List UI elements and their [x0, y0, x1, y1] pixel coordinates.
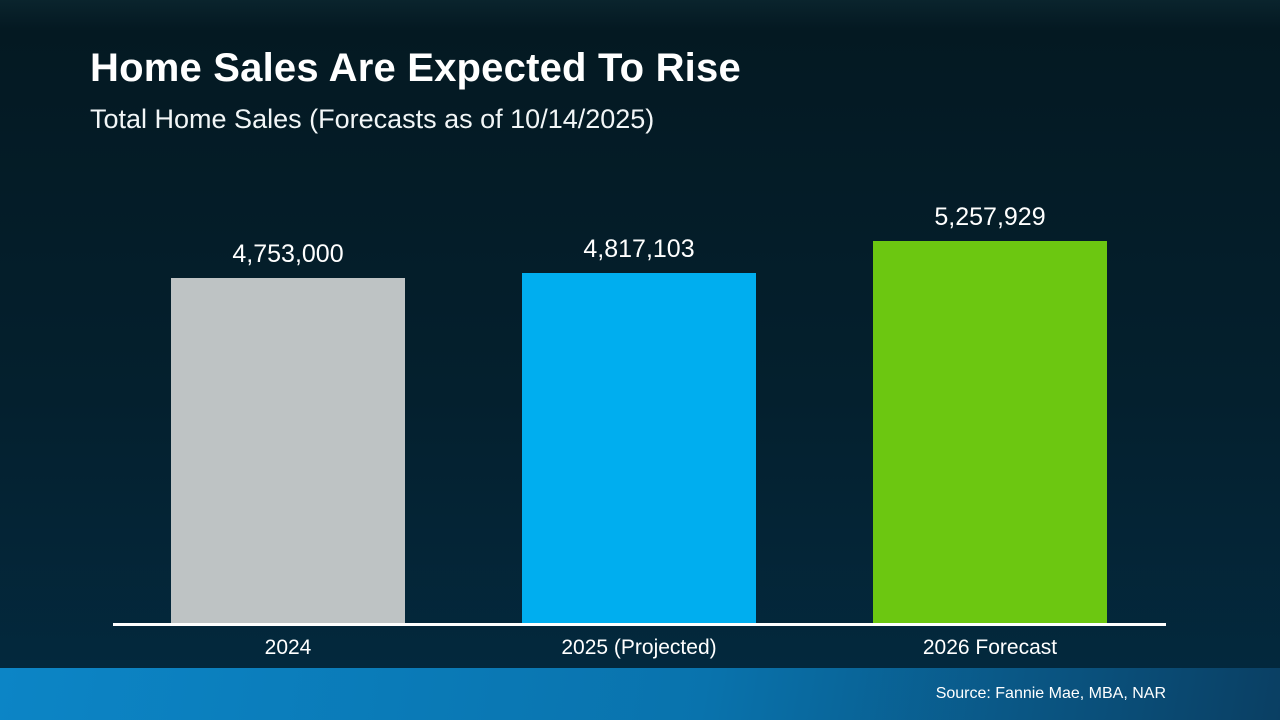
bar-rect: [171, 278, 405, 623]
bar-value-label: 4,753,000: [232, 240, 344, 268]
page-subtitle: Total Home Sales (Forecasts as of 10/14/…: [90, 104, 655, 134]
source-attribution: Source: Fannie Mae, MBA, NAR: [935, 685, 1166, 702]
x-axis-line: [113, 623, 1166, 626]
footer-bar: Source: Fannie Mae, MBA, NAR: [0, 668, 1280, 720]
bar-rect: [873, 241, 1107, 623]
page-title: Home Sales Are Expected To Rise: [90, 46, 741, 90]
bar-rect: [522, 273, 756, 623]
bar-value-label: 4,817,103: [583, 235, 695, 263]
bar-value-label: 5,257,929: [934, 203, 1046, 231]
x-axis-tick-label: 2026 Forecast: [922, 636, 1058, 659]
x-axis-tick-label: 2024: [264, 636, 312, 659]
x-axis-tick-label: 2025 (Projected): [561, 636, 717, 659]
